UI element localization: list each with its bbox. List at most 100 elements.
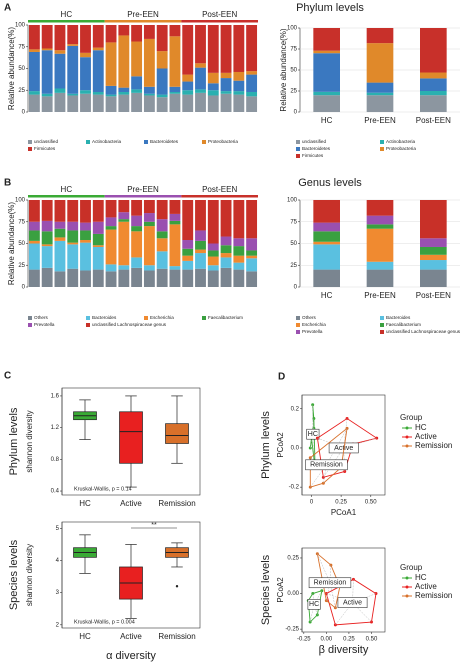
bar-segment xyxy=(195,89,206,93)
bar-segment xyxy=(182,90,194,95)
legend-swatch xyxy=(296,330,300,334)
bar-segment xyxy=(143,93,155,96)
bar-segment xyxy=(156,200,168,220)
y-tick-label: 50 xyxy=(290,68,297,74)
bar-segment xyxy=(131,226,143,232)
group-tag-label: Active xyxy=(343,600,362,607)
bar-segment xyxy=(220,72,232,79)
x-tick-label: -0.25 xyxy=(297,637,311,643)
plot-frame xyxy=(301,547,386,633)
bar-segment xyxy=(67,221,79,231)
row-label: Species levels xyxy=(8,539,20,610)
bar-segment xyxy=(233,80,245,92)
bar-segment xyxy=(92,246,104,270)
x-tick-label: 0.50 xyxy=(366,637,378,643)
x-tick-label: 0.25 xyxy=(335,500,347,506)
bar-segment xyxy=(143,86,155,94)
group-label: Pre-EEN xyxy=(127,10,159,19)
legend-point xyxy=(405,594,409,598)
bar-segment xyxy=(143,270,155,287)
bar-segment xyxy=(233,262,245,270)
bar-segment xyxy=(169,224,181,267)
bar-segment xyxy=(195,249,206,254)
bar-segment xyxy=(207,270,219,287)
bar-segment xyxy=(92,94,104,112)
bar-segment xyxy=(80,230,91,241)
bar-segment xyxy=(169,86,181,92)
bar-segment xyxy=(41,231,53,245)
bar-segment xyxy=(41,25,53,49)
bar-segment xyxy=(156,219,168,232)
group-label: HC xyxy=(61,10,73,19)
bar-segment xyxy=(195,240,206,250)
bar-segment xyxy=(67,25,79,45)
bar-segment xyxy=(156,231,168,239)
bar-segment xyxy=(246,96,258,112)
bar-segment xyxy=(41,246,53,268)
legend-label: Prevotella xyxy=(34,322,55,327)
bar-segment xyxy=(28,94,40,112)
y-tick-label: 0 xyxy=(294,110,298,116)
bar-segment xyxy=(195,92,206,112)
x-tick-label: Post-EEN xyxy=(416,291,451,300)
outlier xyxy=(175,585,179,588)
x-tick-label: Post-EEN xyxy=(416,116,451,125)
bar-segment xyxy=(207,90,219,96)
bar-segment xyxy=(54,92,66,112)
bar-segment xyxy=(233,246,245,256)
y-axis-title: Relative abundance(%) xyxy=(279,28,288,111)
box xyxy=(165,423,189,444)
bar-segment xyxy=(118,87,130,92)
panel-label: D xyxy=(278,372,285,383)
bar-segment xyxy=(207,72,219,84)
bar-segment xyxy=(313,269,340,287)
bar-segment xyxy=(182,255,194,261)
bar-segment xyxy=(67,93,79,96)
bar-segment xyxy=(246,255,258,259)
y-tick-label: 25 xyxy=(290,89,297,95)
row-label: Phylum levels xyxy=(260,411,272,479)
legend-label: HC xyxy=(415,423,427,432)
legend-title: Group xyxy=(400,413,423,422)
bar-segment xyxy=(105,42,117,86)
bar-segment xyxy=(28,25,40,50)
y-tick-label: 50 xyxy=(18,66,25,72)
legend-swatch xyxy=(28,140,32,144)
legend-swatch xyxy=(296,140,300,144)
bar-segment xyxy=(105,25,117,43)
legend-label: Proteobacteria xyxy=(386,146,416,151)
legend-label: Actinobacteria xyxy=(92,139,122,144)
legend-swatch xyxy=(28,323,32,327)
legend-point xyxy=(405,426,409,430)
centroid-link xyxy=(326,428,348,465)
bar-segment xyxy=(80,240,91,243)
legend-label: Bacteroides xyxy=(386,315,411,320)
bar-segment xyxy=(220,91,232,94)
legend-swatch xyxy=(296,154,300,158)
bar-segment xyxy=(313,241,340,245)
x-tick-label: 0 xyxy=(310,500,314,506)
x-tick-label: HC xyxy=(321,291,333,300)
bar-segment xyxy=(246,74,258,92)
bar-segment xyxy=(156,251,168,269)
bar-segment xyxy=(313,50,340,54)
bar-segment xyxy=(41,200,53,221)
y-tick-label: 0 xyxy=(22,285,26,291)
legend-swatch xyxy=(28,147,32,151)
centroid-link xyxy=(317,437,344,449)
bar-segment xyxy=(420,28,447,73)
bar-segment xyxy=(118,25,130,36)
bar-segment xyxy=(246,258,258,272)
bar-segment xyxy=(313,231,340,242)
legend-label: Firmicutes xyxy=(34,146,56,151)
legend-label: Actinobacteria xyxy=(386,139,416,144)
chart-title: Phylum levels xyxy=(296,2,364,14)
bar-segment xyxy=(92,91,104,95)
bar-segment xyxy=(246,200,258,239)
bar-segment xyxy=(41,96,53,112)
bar-segment xyxy=(28,91,40,95)
centroid-link xyxy=(312,434,316,468)
legend-point xyxy=(405,576,409,580)
bar-segment xyxy=(169,91,181,94)
